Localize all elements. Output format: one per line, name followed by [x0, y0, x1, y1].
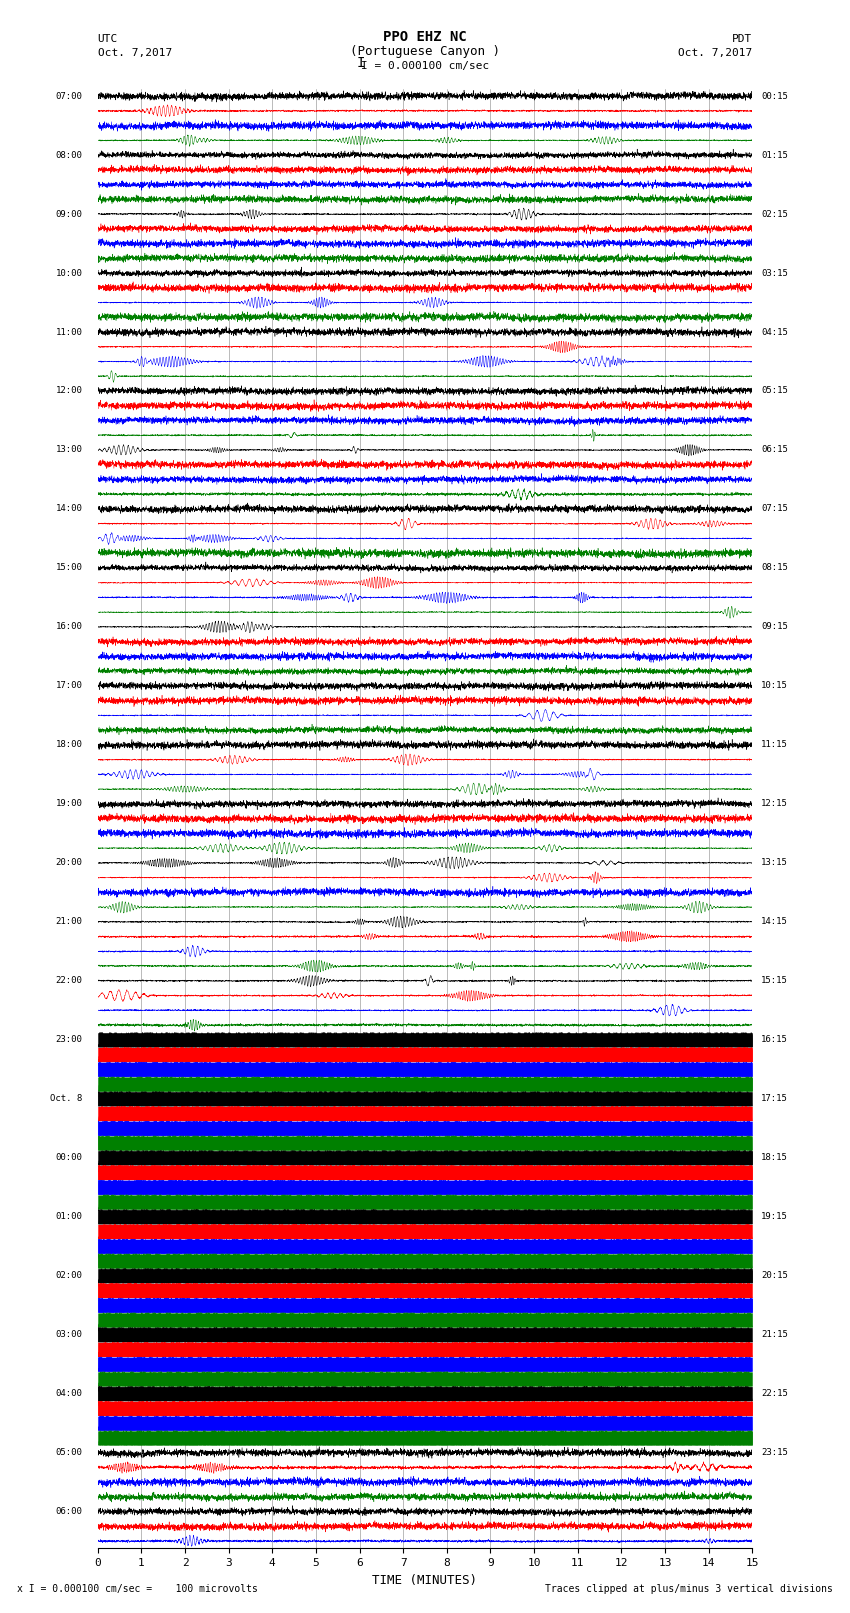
Text: 12:00: 12:00 — [55, 387, 82, 395]
Text: 14:00: 14:00 — [55, 505, 82, 513]
Text: 16:00: 16:00 — [55, 623, 82, 631]
Text: 22:15: 22:15 — [761, 1389, 788, 1398]
Text: 16:15: 16:15 — [761, 1036, 788, 1044]
Text: 02:15: 02:15 — [761, 210, 788, 218]
Text: 10:00: 10:00 — [55, 268, 82, 277]
Text: 08:00: 08:00 — [55, 150, 82, 160]
Text: 17:00: 17:00 — [55, 681, 82, 690]
Text: 04:00: 04:00 — [55, 1389, 82, 1398]
Text: 11:15: 11:15 — [761, 740, 788, 750]
Text: 03:15: 03:15 — [761, 268, 788, 277]
Text: 21:00: 21:00 — [55, 918, 82, 926]
Text: 01:15: 01:15 — [761, 150, 788, 160]
Text: 07:00: 07:00 — [55, 92, 82, 100]
Text: 08:15: 08:15 — [761, 563, 788, 573]
Text: PPO EHZ NC: PPO EHZ NC — [383, 31, 467, 44]
Text: 20:00: 20:00 — [55, 858, 82, 868]
Text: 05:00: 05:00 — [55, 1448, 82, 1457]
X-axis label: TIME (MINUTES): TIME (MINUTES) — [372, 1574, 478, 1587]
Text: 20:15: 20:15 — [761, 1271, 788, 1281]
Text: 21:15: 21:15 — [761, 1331, 788, 1339]
Text: Oct. 7,2017: Oct. 7,2017 — [678, 48, 752, 58]
Text: 07:15: 07:15 — [761, 505, 788, 513]
Text: 00:15: 00:15 — [761, 92, 788, 100]
Text: Traces clipped at plus/minus 3 vertical divisions: Traces clipped at plus/minus 3 vertical … — [545, 1584, 833, 1594]
Text: Oct. 8: Oct. 8 — [50, 1094, 82, 1103]
Text: (Portuguese Canyon ): (Portuguese Canyon ) — [350, 45, 500, 58]
Text: 14:15: 14:15 — [761, 918, 788, 926]
Text: x I = 0.000100 cm/sec =    100 microvolts: x I = 0.000100 cm/sec = 100 microvolts — [17, 1584, 258, 1594]
Text: 00:00: 00:00 — [55, 1153, 82, 1163]
Text: 23:15: 23:15 — [761, 1448, 788, 1457]
Text: 12:15: 12:15 — [761, 800, 788, 808]
Text: Oct. 7,2017: Oct. 7,2017 — [98, 48, 172, 58]
Text: 10:15: 10:15 — [761, 681, 788, 690]
Text: 22:00: 22:00 — [55, 976, 82, 986]
Text: 18:15: 18:15 — [761, 1153, 788, 1163]
Text: 03:00: 03:00 — [55, 1331, 82, 1339]
Text: 19:15: 19:15 — [761, 1213, 788, 1221]
Text: 01:00: 01:00 — [55, 1213, 82, 1221]
Text: I = 0.000100 cm/sec: I = 0.000100 cm/sec — [361, 61, 489, 71]
Text: 09:15: 09:15 — [761, 623, 788, 631]
Text: 02:00: 02:00 — [55, 1271, 82, 1281]
Text: 09:00: 09:00 — [55, 210, 82, 218]
Text: 13:15: 13:15 — [761, 858, 788, 868]
Text: PDT: PDT — [732, 34, 752, 44]
Text: 15:00: 15:00 — [55, 563, 82, 573]
Text: 04:15: 04:15 — [761, 327, 788, 337]
Text: 23:00: 23:00 — [55, 1036, 82, 1044]
Text: 17:15: 17:15 — [761, 1094, 788, 1103]
Text: 15:15: 15:15 — [761, 976, 788, 986]
Text: 06:00: 06:00 — [55, 1507, 82, 1516]
Text: I: I — [357, 56, 366, 71]
Text: 13:00: 13:00 — [55, 445, 82, 455]
Text: 05:15: 05:15 — [761, 387, 788, 395]
Text: 18:00: 18:00 — [55, 740, 82, 750]
Text: 06:15: 06:15 — [761, 445, 788, 455]
Text: 19:00: 19:00 — [55, 800, 82, 808]
Text: 11:00: 11:00 — [55, 327, 82, 337]
Text: UTC: UTC — [98, 34, 118, 44]
